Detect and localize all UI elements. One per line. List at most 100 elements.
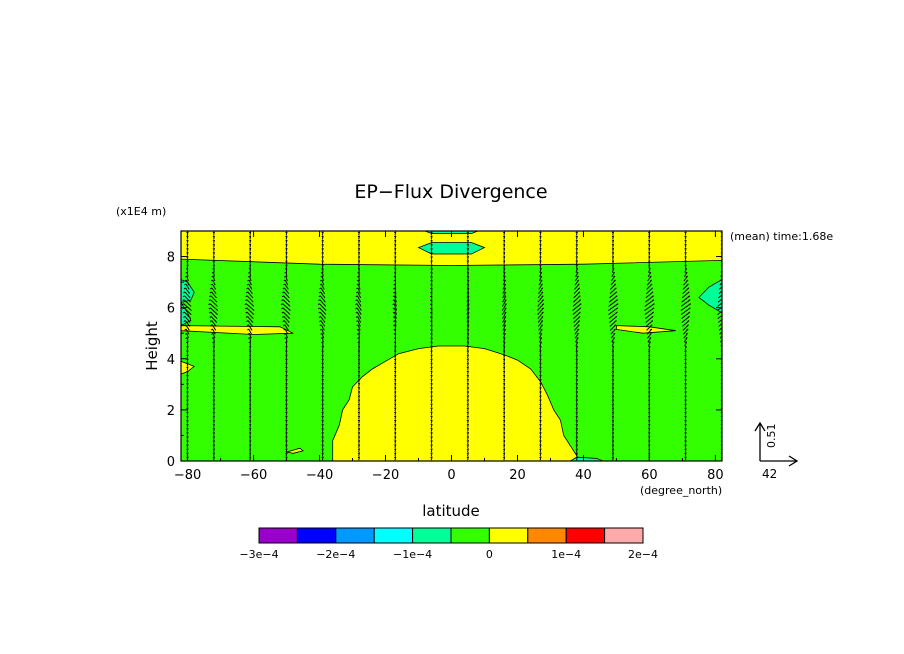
vector-arrow — [357, 287, 361, 294]
vector-arrowhead — [614, 320, 617, 323]
colorbar-label: −2e−4 — [316, 548, 355, 561]
vector-arrowhead — [541, 307, 544, 310]
vector-arrowhead — [247, 328, 250, 331]
vector-arrowhead — [576, 337, 579, 339]
vector-arrow — [184, 316, 191, 323]
vector-arrowhead — [394, 267, 397, 270]
vector-arrowhead — [357, 431, 360, 434]
vector-arrow — [184, 311, 192, 319]
vector-arrowhead — [212, 378, 215, 381]
vector-arrowhead — [394, 354, 397, 356]
vector-arrowhead — [684, 259, 687, 262]
vector-arrowhead — [649, 275, 652, 278]
y-tick-label: 4 — [167, 353, 175, 368]
vector-arrowhead — [321, 247, 324, 250]
vector-arrow — [209, 303, 219, 311]
vector-arrowhead — [186, 255, 189, 258]
vector-arrowhead — [614, 291, 617, 294]
vector-arrowhead — [394, 439, 397, 442]
vector-arrowhead — [321, 439, 324, 442]
vector-column — [644, 231, 655, 461]
vector-arrowhead — [539, 264, 542, 266]
vector-arrowhead — [466, 382, 469, 385]
vector-arrow — [430, 341, 433, 347]
vector-reference: 42 0.51 — [754, 421, 799, 481]
vector-arrowhead — [285, 386, 288, 389]
plot-area — [180, 230, 727, 462]
vector-arrow — [717, 298, 722, 303]
vector-arrowhead — [539, 419, 542, 422]
vector-arrowhead — [539, 448, 542, 450]
vector-arrow — [212, 328, 216, 335]
vector-arrowhead — [725, 304, 727, 305]
vector-arrowhead — [430, 264, 433, 266]
vector-arrow — [466, 316, 470, 323]
vector-arrowhead — [321, 456, 324, 459]
vector-arrow — [466, 337, 470, 343]
vector-arrowhead — [186, 378, 189, 381]
vector-arrowhead — [575, 243, 578, 246]
vector-column — [537, 231, 545, 461]
vector-arrowhead — [684, 443, 687, 446]
vector-arrowhead — [248, 374, 251, 377]
vector-arrowhead — [357, 423, 360, 426]
vector-arrowhead — [357, 374, 360, 377]
vector-arrowhead — [539, 403, 542, 405]
vector-arrowhead — [503, 337, 506, 339]
vector-arrowhead — [394, 370, 397, 373]
vector-arrowhead — [282, 291, 285, 294]
vector-arrowhead — [321, 239, 324, 242]
vector-arrowhead — [430, 394, 433, 397]
vector-arrowhead — [611, 251, 614, 254]
colorbar-swatch — [488, 527, 529, 544]
vector-arrowhead — [723, 329, 725, 330]
vector-arrow — [680, 307, 691, 316]
colorbar-swatch — [412, 527, 452, 544]
y-tick-label: 6 — [167, 302, 175, 317]
vector-arrowhead — [575, 255, 578, 258]
vector-arrow — [186, 275, 189, 282]
vector-arrowhead — [356, 279, 359, 282]
x-axis-label: latitude — [422, 502, 480, 520]
vector-arrowhead — [684, 239, 687, 242]
vector-arrow — [247, 291, 254, 299]
vector-arrowhead — [248, 337, 251, 339]
vector-arrowhead — [186, 452, 189, 455]
vector-arrowhead — [430, 370, 433, 373]
vector-arrowhead — [285, 231, 288, 234]
vector-arrowhead — [209, 295, 212, 298]
vector-arrowhead — [539, 411, 542, 414]
vector-arrowhead — [357, 337, 360, 339]
vector-arrowhead — [575, 251, 578, 254]
vector-arrowhead — [355, 311, 358, 314]
vector-arrowhead — [285, 259, 288, 262]
vector-arrowhead — [211, 275, 214, 278]
vector-arrowhead — [576, 341, 579, 344]
vector-arrowhead — [502, 452, 505, 455]
vector-arrowhead — [648, 448, 651, 450]
x-tick-label: 40 — [575, 468, 592, 483]
vector-arrowhead — [688, 307, 691, 310]
vector-arrowhead — [212, 443, 215, 446]
vector-arrowhead — [503, 287, 506, 290]
vector-arrow — [284, 279, 289, 286]
vector-arrowhead — [182, 295, 185, 298]
vector-arrowhead — [392, 307, 395, 310]
vector-arrowhead — [541, 295, 544, 298]
vector-arrowhead — [650, 283, 653, 286]
vector-arrowhead — [502, 427, 505, 430]
vector-arrowhead — [183, 320, 186, 323]
vector-arrowhead — [357, 332, 360, 335]
vector-arrow — [394, 268, 397, 273]
vector-arrowhead — [611, 427, 614, 430]
vector-arrowhead — [466, 443, 469, 446]
vector-arrowhead — [285, 439, 288, 442]
vector-arrowhead — [248, 403, 251, 405]
vector-arrowhead — [186, 407, 189, 410]
vector-arrowhead — [184, 332, 187, 335]
vector-arrow — [211, 324, 217, 331]
vector-arrowhead — [430, 362, 433, 365]
vector-arrowhead — [321, 415, 324, 418]
vector-arrowhead — [357, 415, 360, 418]
